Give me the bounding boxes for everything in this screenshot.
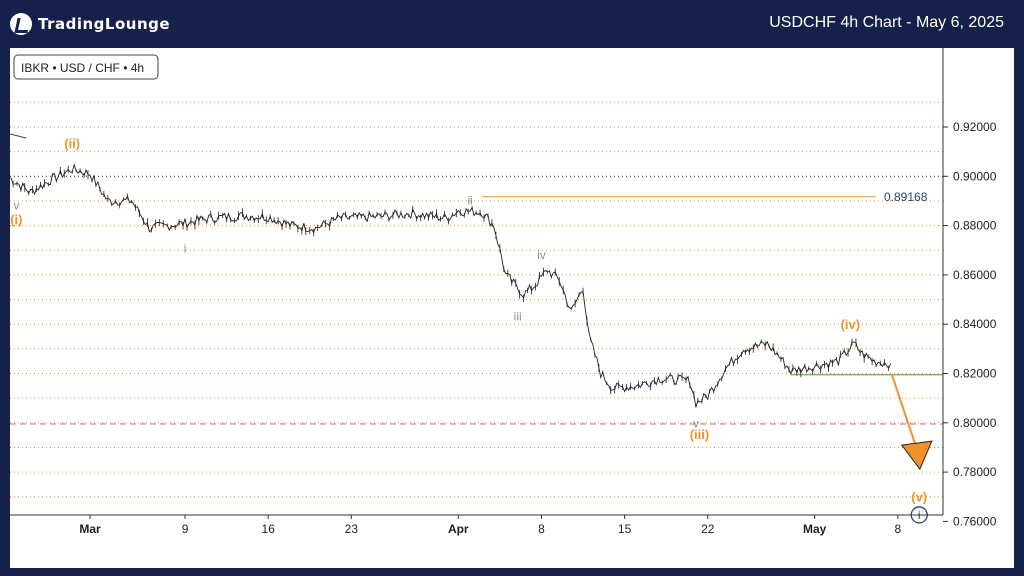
symbol-badge-text: IBKR • USD / CHF • 4h [21,61,144,75]
top-bar: TradingLounge USDCHF 4h Chart - May 6, 2… [0,0,1024,48]
symbol-badge: IBKR • USD / CHF • 4h [13,54,159,80]
wave-label: (iii) [690,427,710,442]
y-tick-label: 0.78000 [953,465,997,479]
prior-segment [9,133,27,139]
projection-line [890,374,918,450]
wave-label: (v) [911,490,927,505]
x-tick-label: 8 [894,522,901,536]
y-tick-label: 0.84000 [953,317,997,331]
x-tick-label: May [803,522,827,536]
chart-title: USDCHF 4h Chart - May 6, 2025 [769,14,1004,31]
wave-label: iv [537,248,546,262]
grid-lines [10,101,943,498]
y-tick-label: 0.76000 [953,514,997,528]
wave-label: v [13,199,19,213]
wave-label: i [184,242,187,256]
x-tick-label: 22 [701,522,715,536]
y-tick-label: 0.90000 [953,169,997,183]
wave-label: ii [467,193,472,207]
x-tick-label: 15 [618,522,632,536]
logo-text: TradingLounge [38,15,171,33]
y-tick-label: 0.92000 [953,120,997,134]
wave-label: iii [514,309,522,323]
x-tick-label: Mar [79,522,101,536]
x-tick-label: Apr [448,522,469,536]
level-label: 0.89168 [884,190,928,204]
projection-arrowhead [900,440,933,471]
x-tick-label: 8 [538,522,545,536]
logo-icon [10,13,32,35]
y-tick-label: 0.82000 [953,367,997,381]
x-tick-label: 23 [345,522,359,536]
x-tick-label: 9 [182,522,189,536]
level-lines: 0.89168 [10,190,943,425]
wave-label: (i) [10,212,22,227]
y-tick-label: 0.80000 [953,416,997,430]
symbol-badge-box [13,54,159,80]
price-series [8,133,892,408]
axes: 0.92000 0.90000 0.88000 0.86000 0.84000 0.820… [10,48,997,536]
wave-label: (iv) [841,317,861,332]
y-tick-label: 0.88000 [953,219,997,233]
projection-arrow [890,374,933,471]
wave-label: v [693,417,699,431]
y-tick-label: 0.86000 [953,268,997,282]
wave-label: (ii) [64,136,80,151]
x-tick-label: 16 [262,522,276,536]
brand-logo: TradingLounge [10,12,170,36]
